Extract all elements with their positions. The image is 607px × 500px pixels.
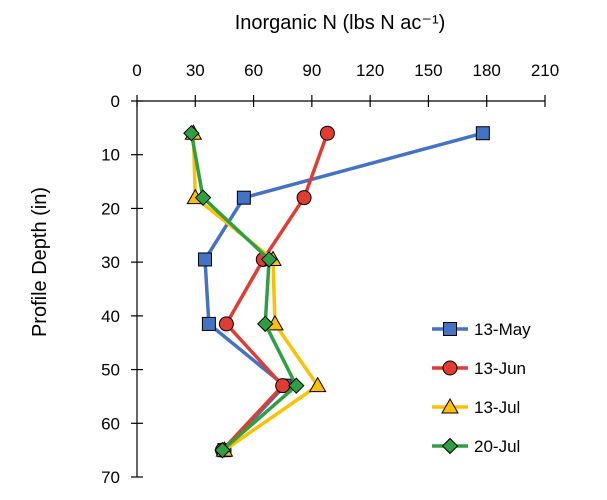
data-point	[475, 126, 490, 141]
data-point	[257, 315, 274, 333]
legend-item: 20-Jul	[432, 437, 520, 456]
y-tick-label: 40	[101, 307, 120, 326]
data-point	[260, 251, 278, 268]
data-point	[275, 378, 291, 394]
x-tick-label: 180	[473, 61, 501, 80]
data-point	[198, 252, 212, 267]
x-tick-label: 90	[302, 61, 321, 80]
y-tick-label: 30	[101, 253, 120, 272]
legend-label: 13-May	[474, 320, 531, 339]
y-tick-label: 60	[101, 414, 120, 433]
legend-marker	[441, 397, 459, 414]
axes: 0 30 60 90 120 150 180 210 0 10 20 30 40 50 60 70	[101, 61, 559, 487]
x-tick-label: 0	[132, 61, 141, 80]
series-line	[191, 133, 320, 452]
x-tick-label: 60	[244, 61, 263, 80]
y-tick-label: 0	[111, 92, 120, 111]
legend-label: 13-Jun	[474, 359, 526, 378]
data-point	[194, 189, 212, 206]
legend-item: 13-Jul	[432, 397, 520, 417]
legend-marker	[443, 322, 457, 336]
series-line	[189, 132, 299, 452]
y-tick-label: 50	[101, 361, 120, 380]
series-20-Jul	[183, 125, 305, 459]
data-point	[218, 316, 234, 332]
y-tick-label: 10	[101, 146, 120, 165]
legend-item: 13-Jun	[432, 359, 526, 378]
data-point	[288, 377, 305, 394]
x-tick-label: 210	[531, 61, 559, 80]
legend-item: 13-May	[432, 320, 531, 339]
data-point	[308, 376, 327, 393]
data-point	[183, 125, 200, 142]
data-point	[296, 190, 312, 206]
y-axis-title: Profile Depth (in)	[29, 187, 51, 337]
data-point	[319, 125, 335, 141]
x-tick-label: 150	[414, 61, 442, 80]
x-axis-title: Inorganic N (lbs N ac⁻¹)	[235, 12, 446, 34]
data-point	[201, 316, 216, 331]
series-layer	[183, 124, 490, 459]
y-tick-label: 70	[101, 468, 120, 487]
x-tick-label: 120	[356, 61, 384, 80]
legend: 13-May 13-Jun 13-Jul 20-Jul	[432, 320, 531, 456]
data-point	[214, 441, 231, 459]
legend-marker	[441, 437, 459, 455]
y-tick-label: 20	[101, 199, 120, 218]
legend-label: 13-Jul	[474, 398, 520, 417]
data-point	[236, 190, 251, 205]
series-line	[221, 132, 330, 452]
legend-marker	[442, 360, 458, 376]
legend-label: 20-Jul	[474, 437, 520, 456]
x-tick-label: 30	[186, 61, 205, 80]
